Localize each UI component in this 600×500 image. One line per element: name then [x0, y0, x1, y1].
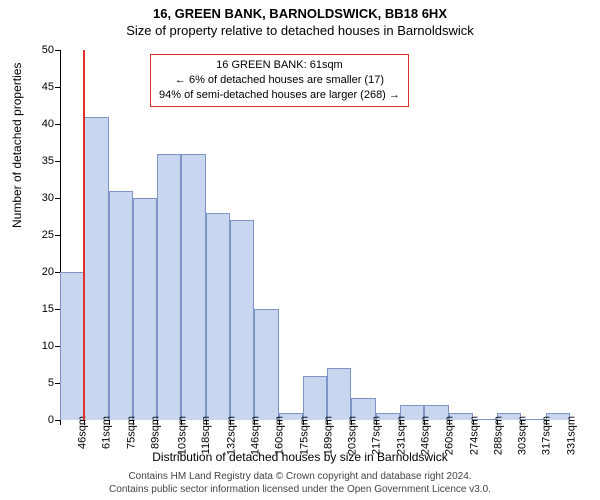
histogram-bar [206, 213, 230, 420]
x-tick-mark [473, 420, 474, 425]
histogram-bar [109, 191, 133, 420]
title-subtitle: Size of property relative to detached ho… [0, 21, 600, 38]
x-tick-mark [327, 420, 328, 425]
x-tick-mark [60, 420, 61, 425]
histogram-bar [157, 154, 181, 420]
x-tick-mark [424, 420, 425, 425]
y-tick: 0 [20, 414, 54, 426]
y-tick: 10 [20, 340, 54, 352]
attribution-footer: Contains HM Land Registry data © Crown c… [0, 471, 600, 496]
x-axis-label: Distribution of detached houses by size … [0, 450, 600, 464]
x-tick-label: 75sqm [125, 416, 137, 449]
x-tick-mark [181, 420, 182, 425]
y-tick: 50 [20, 44, 54, 56]
x-tick-mark [133, 420, 134, 425]
x-tick-mark [521, 420, 522, 425]
x-tick-mark [351, 420, 352, 425]
histogram-bar [133, 198, 157, 420]
x-tick-mark [230, 420, 231, 425]
histogram-bar [254, 309, 278, 420]
y-tick: 35 [20, 155, 54, 167]
x-tick-label: 46sqm [77, 416, 89, 449]
footer-line2: Contains public sector information licen… [0, 484, 600, 497]
x-tick-mark [109, 420, 110, 425]
y-tick: 20 [20, 266, 54, 278]
histogram-bar [303, 376, 327, 420]
x-tick-mark [84, 420, 85, 425]
callout-box: 16 GREEN BANK: 61sqm← 6% of detached hou… [150, 54, 409, 107]
histogram-bar [60, 272, 84, 420]
x-tick-label: 61sqm [101, 416, 113, 449]
histogram-bar [327, 368, 351, 420]
y-tick: 45 [20, 81, 54, 93]
title-address: 16, GREEN BANK, BARNOLDSWICK, BB18 6HX [0, 0, 600, 21]
x-tick-mark [546, 420, 547, 425]
callout-line: 94% of semi-detached houses are larger (… [159, 88, 400, 103]
y-tick: 25 [20, 229, 54, 241]
x-tick-mark [279, 420, 280, 425]
x-tick-mark [449, 420, 450, 425]
y-tick: 5 [20, 377, 54, 389]
y-tick: 15 [20, 303, 54, 315]
histogram-bar [230, 220, 254, 420]
x-tick-mark [206, 420, 207, 425]
x-tick-mark [400, 420, 401, 425]
chart-container: 16, GREEN BANK, BARNOLDSWICK, BB18 6HX S… [0, 0, 600, 500]
reference-line [83, 50, 85, 420]
histogram-bar [181, 154, 205, 420]
footer-line1: Contains HM Land Registry data © Crown c… [0, 471, 600, 484]
x-tick-mark [254, 420, 255, 425]
x-tick-label: 89sqm [149, 416, 161, 449]
x-tick-mark [303, 420, 304, 425]
x-tick-mark [376, 420, 377, 425]
callout-line: 16 GREEN BANK: 61sqm [159, 58, 400, 73]
y-tick: 40 [20, 118, 54, 130]
callout-line: ← 6% of detached houses are smaller (17) [159, 73, 400, 88]
x-tick-mark [497, 420, 498, 425]
x-tick-mark [157, 420, 158, 425]
y-tick: 30 [20, 192, 54, 204]
plot-area: 05101520253035404550 46sqm61sqm75sqm89sq… [60, 50, 570, 420]
histogram-bar [84, 117, 108, 420]
